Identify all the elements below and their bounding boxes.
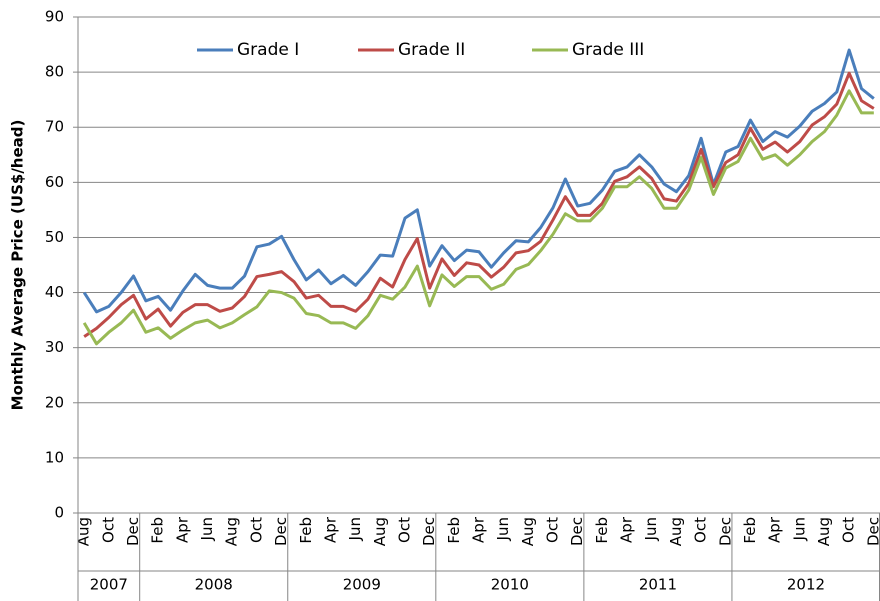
- x-tick-label: Aug: [371, 517, 389, 546]
- x-tick-label: Oct: [840, 517, 858, 543]
- y-tick-label: 50: [45, 228, 64, 246]
- y-axis-label: Monthly Average Price (US$/head): [9, 120, 27, 411]
- x-tick-label: Aug: [75, 517, 93, 546]
- x-tick-label: Dec: [864, 517, 880, 546]
- legend-label: Grade III: [572, 40, 644, 60]
- y-tick-label: 70: [45, 118, 64, 136]
- legend-label: Grade II: [398, 40, 465, 60]
- series-line: [83, 71, 875, 338]
- x-tick-label: Oct: [395, 517, 413, 543]
- x-tick-label: Jun: [346, 517, 364, 541]
- x-tick-label: Dec: [420, 517, 438, 546]
- x-tick-label: Dec: [568, 517, 586, 546]
- x-tick-label: Feb: [297, 517, 315, 544]
- x-tick-label: Jun: [198, 517, 216, 541]
- x-tick-label: Apr: [618, 516, 636, 543]
- x-group-label: 2008: [195, 576, 233, 594]
- legend-label: Grade I: [237, 40, 299, 60]
- x-tick-label: Aug: [519, 517, 537, 546]
- y-tick-label: 10: [45, 448, 64, 466]
- x-group-label: 2011: [639, 576, 677, 594]
- x-tick-label: Oct: [247, 517, 265, 543]
- x-tick-label: Apr: [173, 516, 191, 543]
- y-tick-label: 30: [45, 338, 64, 356]
- x-group-label: 2009: [343, 576, 381, 594]
- x-tick-label: Aug: [667, 517, 685, 546]
- x-tick-label: Oct: [544, 517, 562, 543]
- x-group-label: 2012: [787, 576, 825, 594]
- x-group-label: 2010: [491, 576, 529, 594]
- x-tick-label: Jun: [790, 517, 808, 541]
- x-tick-label: Feb: [445, 517, 463, 544]
- series-line: [82, 89, 874, 346]
- y-tick-label: 20: [45, 393, 64, 411]
- x-tick-label: Jun: [642, 517, 660, 541]
- x-tick-label: Apr: [470, 516, 488, 543]
- x-tick-label: Dec: [716, 517, 734, 546]
- series-line: [82, 48, 875, 314]
- y-tick-label: 90: [45, 8, 64, 26]
- x-tick-label: Dec: [124, 517, 142, 546]
- y-tick-label: 60: [45, 173, 64, 191]
- x-tick-label: Feb: [741, 517, 759, 544]
- x-tick-label: Apr: [766, 516, 784, 543]
- x-tick-label: Aug: [223, 517, 241, 546]
- y-tick-label: 0: [54, 504, 64, 522]
- x-tick-label: Oct: [99, 517, 117, 543]
- x-tick-label: Dec: [272, 517, 290, 546]
- x-tick-label: Oct: [692, 517, 710, 543]
- x-tick-label: Jun: [494, 517, 512, 541]
- y-tick-label: 40: [45, 283, 64, 301]
- y-tick-label: 80: [45, 63, 64, 81]
- x-group-label: 2007: [90, 576, 128, 594]
- x-tick-label: Feb: [149, 517, 167, 544]
- x-tick-label: Aug: [815, 517, 833, 546]
- x-tick-label: Apr: [321, 516, 339, 543]
- x-tick-label: Feb: [593, 517, 611, 544]
